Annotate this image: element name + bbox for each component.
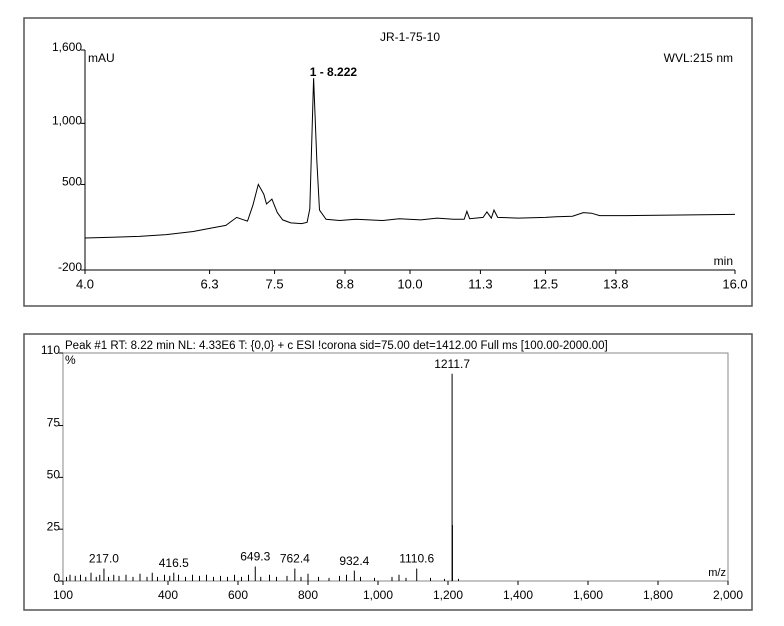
x-tick-label: 1,400 <box>503 588 533 602</box>
peak-label: 932.4 <box>339 554 369 568</box>
x-tick-label: 1,800 <box>643 588 673 602</box>
x-tick-label: 1,000 <box>363 588 393 602</box>
peak-label: 1110.6 <box>399 552 434 566</box>
y-tick-label: 110 <box>41 343 60 357</box>
y-tick-label: 75 <box>47 416 61 430</box>
peak-label: 649.3 <box>240 550 270 564</box>
x-tick-label: 400 <box>158 588 178 602</box>
x-tick-label: 1,600 <box>573 588 603 602</box>
y-tick-label: 1,000 <box>52 114 82 128</box>
peak-label: 416.5 <box>159 556 189 570</box>
x-tick-label: 16.0 <box>722 276 747 291</box>
detector-label: WVL:215 nm <box>664 51 733 65</box>
y-axis-label: mAU <box>88 51 115 65</box>
peak-label: 762.4 <box>280 552 310 566</box>
x-tick-label: 6.3 <box>201 276 219 291</box>
x-tick-label: 8.8 <box>336 276 354 291</box>
y-axis-label: % <box>65 353 76 367</box>
y-tick-label: -200 <box>58 260 82 274</box>
x-tick-label: 2,000 <box>713 588 743 602</box>
peak-label: 217.0 <box>89 552 119 566</box>
x-tick-label: 600 <box>228 588 248 602</box>
x-tick-label: 7.5 <box>266 276 284 291</box>
peak-annotation: 1 - 8.222 <box>310 65 358 79</box>
x-tick-label: 13.8 <box>603 276 628 291</box>
y-tick-label: 25 <box>47 519 61 533</box>
x-tick-label: 12.5 <box>533 276 558 291</box>
peak-label: 1211.7 <box>434 357 470 371</box>
y-tick-label: 500 <box>62 175 82 189</box>
x-axis-label: min <box>714 254 733 268</box>
y-tick-label: 50 <box>47 468 61 482</box>
x-tick-label: 10.0 <box>397 276 422 291</box>
plot-frame <box>62 352 729 582</box>
chromatogram-line <box>84 78 736 239</box>
x-tick-label: 11.3 <box>468 276 492 291</box>
bottom-panel-frame <box>23 333 753 611</box>
top-panel-frame <box>23 17 753 307</box>
y-tick-label: 0 <box>53 571 60 585</box>
y-tick-label: 1,600 <box>52 40 82 54</box>
x-tick-label: 100 <box>53 588 73 602</box>
chart-title: JR-1-75-10 <box>380 30 440 44</box>
x-tick-label: 800 <box>298 588 318 602</box>
x-tick-label: 4.0 <box>76 276 94 291</box>
x-tick-label: 1,200 <box>433 588 463 602</box>
spectrum-header: Peak #1 RT: 8.22 min NL: 4.33E6 T: {0,0}… <box>65 340 608 352</box>
x-axis-label: m/z <box>708 567 726 579</box>
